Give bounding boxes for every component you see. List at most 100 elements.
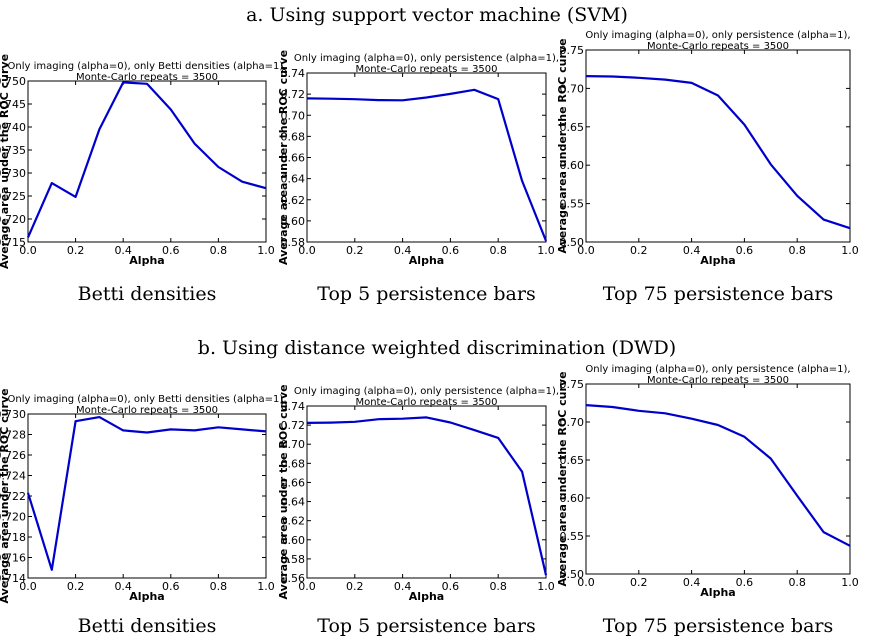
x-tick-label: 0.0 <box>298 244 316 257</box>
y-tick-label: 0.58 <box>281 236 306 249</box>
x-tick-label: 0.8 <box>788 576 806 589</box>
y-tick-label: 0.66 <box>281 476 306 489</box>
y-tick-label: 0.70 <box>560 416 585 429</box>
y-tick-label: 0.60 <box>281 215 306 228</box>
x-tick-label: 0.0 <box>577 576 595 589</box>
y-tick-label: 0.74 <box>281 400 306 413</box>
chart-caption: Top 75 persistence bars <box>603 615 834 637</box>
y-tick-label: 0.60 <box>560 159 585 172</box>
y-tick-label: 0.735 <box>0 144 26 157</box>
y-tick-label: 0.716 <box>0 552 26 565</box>
series-line <box>585 404 851 547</box>
x-tick-label: 0.8 <box>489 244 507 257</box>
x-axis-label: Alpha <box>700 586 735 599</box>
y-axis-label: Average area under the ROC curve <box>556 371 569 586</box>
chart-title-line: Only imaging (alpha=0), only persistence… <box>585 30 850 41</box>
y-tick-label: 0.70 <box>281 109 306 122</box>
chart-title-line: Only imaging (alpha=0), only persistence… <box>294 386 559 397</box>
y-tick-label: 0.726 <box>0 449 26 462</box>
y-tick-label: 0.56 <box>281 572 306 585</box>
y-tick-label: 0.50 <box>560 568 585 581</box>
y-tick-label: 0.714 <box>0 572 26 585</box>
x-tick-label: 0.6 <box>736 576 754 589</box>
y-tick-label: 0.725 <box>0 190 26 203</box>
chart-title-line: Only imaging (alpha=0), only Betti densi… <box>8 61 287 72</box>
chart-caption: Top 75 persistence bars <box>603 283 834 305</box>
y-axis-label: Average area under the ROC curve <box>0 54 11 269</box>
chart-title-line: Monte-Carlo repeats = 3500 <box>647 375 789 386</box>
y-tick-label: 0.75 <box>560 378 585 391</box>
x-tick-label: 1.0 <box>537 244 555 257</box>
y-tick-label: 0.65 <box>560 121 585 134</box>
x-tick-label: 0.2 <box>346 580 364 593</box>
x-tick-label: 0.2 <box>630 244 648 257</box>
y-tick-label: 0.72 <box>281 419 306 432</box>
y-tick-label: 0.62 <box>281 194 306 207</box>
plot-frame <box>585 383 851 575</box>
x-tick-label: 0.4 <box>114 580 132 593</box>
y-tick-label: 0.722 <box>0 490 26 503</box>
y-tick-label: 0.60 <box>560 492 585 505</box>
x-tick-label: 1.0 <box>841 576 859 589</box>
chart-panel-3: Only imaging (alpha=0), only persistence… <box>556 30 859 305</box>
y-axis-label: Average area under the ROC curve <box>277 384 290 599</box>
x-tick-label: 1.0 <box>257 244 275 257</box>
y-tick-label: 0.58 <box>281 553 306 566</box>
x-axis-label: Alpha <box>409 590 444 603</box>
x-tick-label: 0.6 <box>162 244 180 257</box>
x-tick-label: 0.6 <box>442 244 460 257</box>
x-tick-label: 0.8 <box>489 580 507 593</box>
chart-caption: Top 5 persistence bars <box>317 615 535 637</box>
y-tick-label: 0.64 <box>281 496 306 509</box>
y-tick-label: 0.64 <box>281 173 306 186</box>
y-tick-label: 0.75 <box>560 44 585 57</box>
x-tick-label: 1.0 <box>537 580 555 593</box>
y-tick-label: 0.65 <box>560 454 585 467</box>
y-tick-label: 0.730 <box>0 408 26 421</box>
x-tick-label: 0.0 <box>298 580 316 593</box>
x-tick-label: 0.2 <box>346 244 364 257</box>
chart-caption: Top 5 persistence bars <box>317 283 535 305</box>
series-line <box>306 88 548 242</box>
section-b-title: b. Using distance weighted discriminatio… <box>198 337 676 359</box>
chart-panel-4: Only imaging (alpha=0), only Betti densi… <box>0 388 287 637</box>
chart-title-line: Only imaging (alpha=0), only persistence… <box>294 53 559 64</box>
chart-title-line: Monte-Carlo repeats = 3500 <box>76 405 218 416</box>
y-tick-label: 0.74 <box>281 67 306 80</box>
chart-panel-5: Only imaging (alpha=0), only persistence… <box>277 384 559 637</box>
x-tick-label: 1.0 <box>841 244 859 257</box>
y-tick-label: 0.68 <box>281 457 306 470</box>
x-tick-label: 0.2 <box>67 580 85 593</box>
chart-caption: Betti densities <box>78 615 217 637</box>
chart-title-line: Only imaging (alpha=0), only Betti densi… <box>8 394 287 405</box>
y-tick-label: 0.745 <box>0 98 26 111</box>
plot-frame <box>585 49 851 243</box>
y-tick-label: 0.70 <box>281 438 306 451</box>
x-tick-label: 0.0 <box>19 244 37 257</box>
plot-frame <box>27 80 267 243</box>
x-tick-label: 0.6 <box>442 580 460 593</box>
x-tick-label: 0.0 <box>19 580 37 593</box>
y-tick-label: 0.70 <box>560 82 585 95</box>
y-tick-label: 0.66 <box>281 152 306 165</box>
chart-title-line: Monte-Carlo repeats = 3500 <box>76 72 218 83</box>
x-tick-label: 0.4 <box>394 580 412 593</box>
series-line <box>26 81 267 238</box>
y-tick-label: 0.68 <box>281 130 306 143</box>
y-tick-label: 0.62 <box>281 515 306 528</box>
chart-panel-1: Only imaging (alpha=0), only Betti densi… <box>0 54 287 305</box>
chart-panel-6: Only imaging (alpha=0), only persistence… <box>556 364 859 637</box>
x-tick-label: 0.4 <box>394 244 412 257</box>
x-tick-label: 0.8 <box>210 580 228 593</box>
series-line <box>26 416 267 571</box>
chart-panels: Only imaging (alpha=0), only Betti densi… <box>0 30 859 637</box>
x-tick-label: 0.8 <box>788 244 806 257</box>
x-tick-label: 0.2 <box>630 576 648 589</box>
x-tick-label: 0.8 <box>210 244 228 257</box>
y-tick-label: 0.55 <box>560 530 585 543</box>
plot-frame <box>306 405 547 579</box>
x-tick-label: 0.4 <box>683 244 701 257</box>
x-axis-label: Alpha <box>129 254 164 267</box>
y-tick-label: 0.724 <box>0 470 26 483</box>
y-tick-label: 0.720 <box>0 511 26 524</box>
